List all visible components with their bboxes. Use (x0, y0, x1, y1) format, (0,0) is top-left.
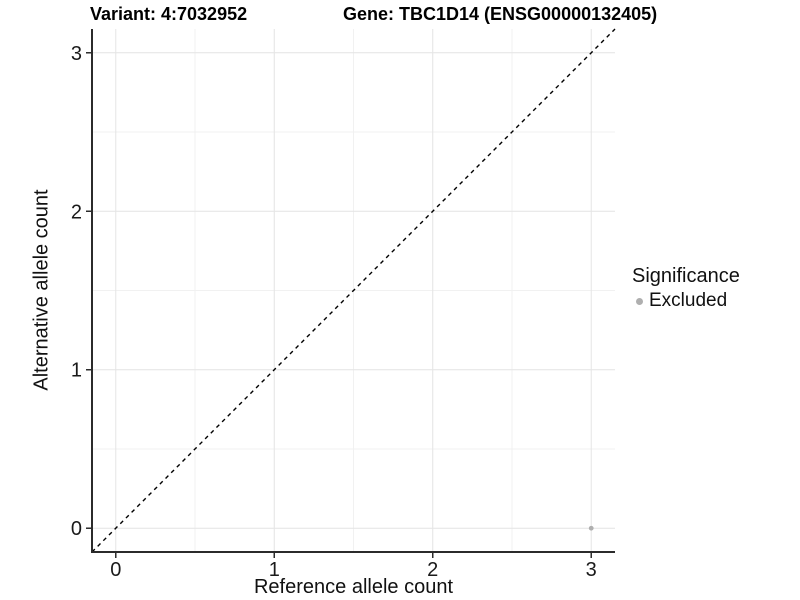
x-tick-label: 1 (269, 559, 280, 581)
legend-item: Excluded (632, 290, 740, 312)
x-axis-label: Reference allele count (253, 576, 453, 598)
legend-title: Significance (632, 265, 740, 287)
legend-item-label: Excluded (649, 290, 728, 311)
x-tick-label: 2 (427, 559, 438, 581)
data-point (588, 525, 594, 531)
x-tick-label: 0 (110, 559, 121, 581)
y-tick-label: 3 (71, 43, 82, 65)
plot-title-variant: Variant: 4:7032952 (90, 4, 248, 24)
identity-dashed-line (91, 28, 616, 553)
y-tick-label: 1 (71, 360, 82, 382)
y-tick-label: 0 (71, 518, 82, 540)
x-tick-label: 3 (586, 559, 597, 581)
y-tick-label: 2 (71, 201, 82, 223)
legend-point-icon (636, 297, 643, 305)
y-axis-label: Alternative allele count (30, 189, 53, 391)
legend: Significance Excluded (632, 264, 740, 312)
plot-title-gene: Gene: TBC1D14 (ENSG00000132405) (343, 4, 658, 24)
